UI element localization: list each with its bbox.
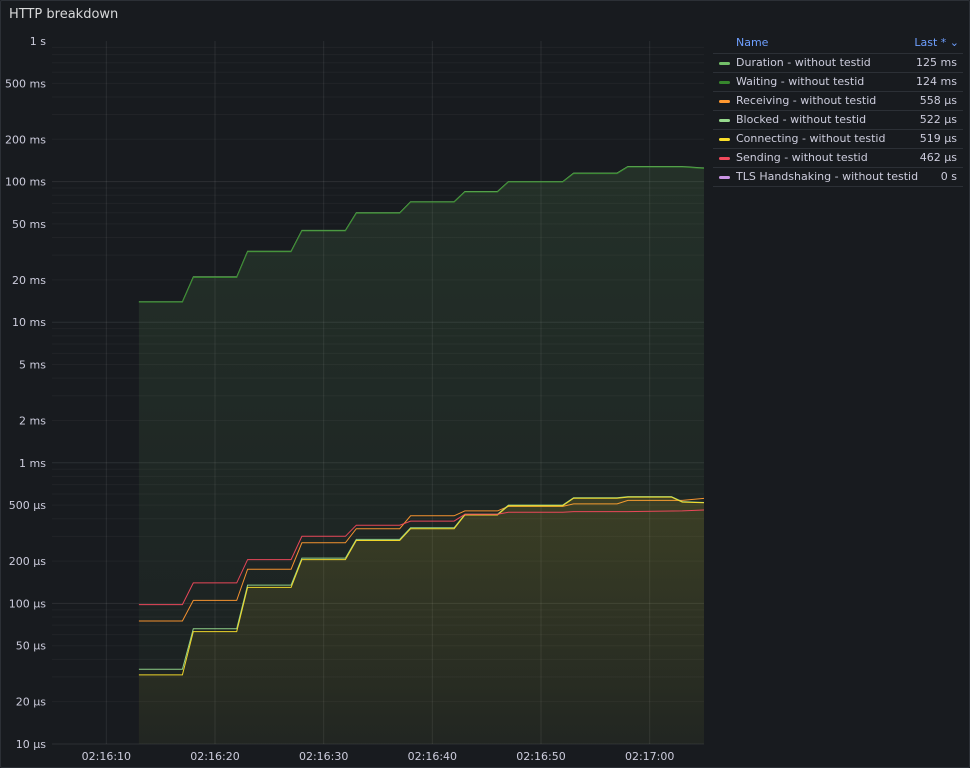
legend-swatch bbox=[719, 99, 730, 103]
x-tick-label: 02:17:00 bbox=[625, 750, 674, 763]
legend-series-name: Receiving - without testid bbox=[736, 94, 877, 107]
panel-title: HTTP breakdown bbox=[9, 7, 119, 22]
y-tick-label: 500 µs bbox=[9, 499, 46, 512]
legend-header: Name Last * ⌄ bbox=[713, 33, 963, 54]
y-tick-label: 20 ms bbox=[12, 274, 46, 287]
legend-table: Name Last * ⌄ Duration - without testid 1… bbox=[713, 33, 963, 187]
y-tick-label: 10 µs bbox=[16, 738, 46, 751]
legend-sort-header[interactable]: Last * ⌄ bbox=[914, 33, 963, 53]
y-tick-label: 200 µs bbox=[9, 555, 46, 568]
y-tick-label: 2 ms bbox=[19, 414, 46, 427]
y-tick-label: 50 µs bbox=[16, 640, 46, 653]
legend-series-name: Sending - without testid bbox=[736, 151, 868, 164]
legend-row[interactable]: Sending - without testid 462 µs bbox=[713, 149, 963, 168]
y-tick-label: 100 ms bbox=[5, 176, 46, 189]
legend-row[interactable]: Connecting - without testid 519 µs bbox=[713, 130, 963, 149]
legend-series-value: 558 µs bbox=[919, 94, 957, 107]
y-tick-label: 200 ms bbox=[5, 133, 46, 146]
y-tick-label: 500 ms bbox=[5, 77, 46, 90]
y-tick-label: 100 µs bbox=[9, 597, 46, 610]
legend-series-name: Waiting - without testid bbox=[736, 75, 865, 88]
legend-row[interactable]: TLS Handshaking - without testid 0 s bbox=[713, 168, 963, 187]
legend-series-value: 522 µs bbox=[919, 113, 957, 126]
legend-series-value: 519 µs bbox=[919, 132, 957, 145]
y-tick-label: 1 ms bbox=[19, 457, 46, 470]
y-tick-label: 1 s bbox=[30, 35, 46, 48]
x-tick-label: 02:16:10 bbox=[82, 750, 131, 763]
legend-series-value: 124 ms bbox=[916, 75, 957, 88]
legend-row[interactable]: Waiting - without testid 124 ms bbox=[713, 73, 963, 92]
y-tick-label: 10 ms bbox=[12, 316, 46, 329]
legend-row[interactable]: Blocked - without testid 522 µs bbox=[713, 111, 963, 130]
x-tick-label: 02:16:30 bbox=[299, 750, 348, 763]
legend-swatch bbox=[719, 61, 730, 65]
x-tick-label: 02:16:20 bbox=[190, 750, 239, 763]
y-tick-label: 50 ms bbox=[12, 218, 46, 231]
legend-series-value: 462 µs bbox=[919, 151, 957, 164]
chevron-down-icon: ⌄ bbox=[949, 36, 959, 49]
legend-swatch bbox=[719, 175, 730, 179]
legend-name-header[interactable]: Name bbox=[736, 36, 769, 49]
series-line bbox=[138, 166, 705, 303]
legend-swatch bbox=[719, 156, 730, 160]
x-tick-label: 02:16:50 bbox=[516, 750, 565, 763]
legend-swatch bbox=[719, 80, 730, 84]
legend-series-value: 0 s bbox=[940, 170, 957, 183]
series-line bbox=[138, 496, 705, 676]
x-tick-label: 02:16:40 bbox=[408, 750, 457, 763]
legend-series-name: Blocked - without testid bbox=[736, 113, 867, 126]
series-line bbox=[138, 509, 705, 606]
legend-series-value: 125 ms bbox=[916, 56, 957, 69]
legend-row[interactable]: Duration - without testid 125 ms bbox=[713, 54, 963, 73]
y-tick-label: 20 µs bbox=[16, 696, 46, 709]
legend-row[interactable]: Receiving - without testid 558 µs bbox=[713, 92, 963, 111]
legend-series-name: TLS Handshaking - without testid bbox=[736, 170, 919, 183]
legend-series-name: Duration - without testid bbox=[736, 56, 871, 69]
series-area bbox=[138, 497, 704, 744]
legend-swatch bbox=[719, 118, 730, 122]
legend-series-name: Connecting - without testid bbox=[736, 132, 886, 145]
legend-value-header: Last * bbox=[914, 36, 947, 49]
y-tick-label: 5 ms bbox=[19, 359, 46, 372]
legend-swatch bbox=[719, 137, 730, 141]
